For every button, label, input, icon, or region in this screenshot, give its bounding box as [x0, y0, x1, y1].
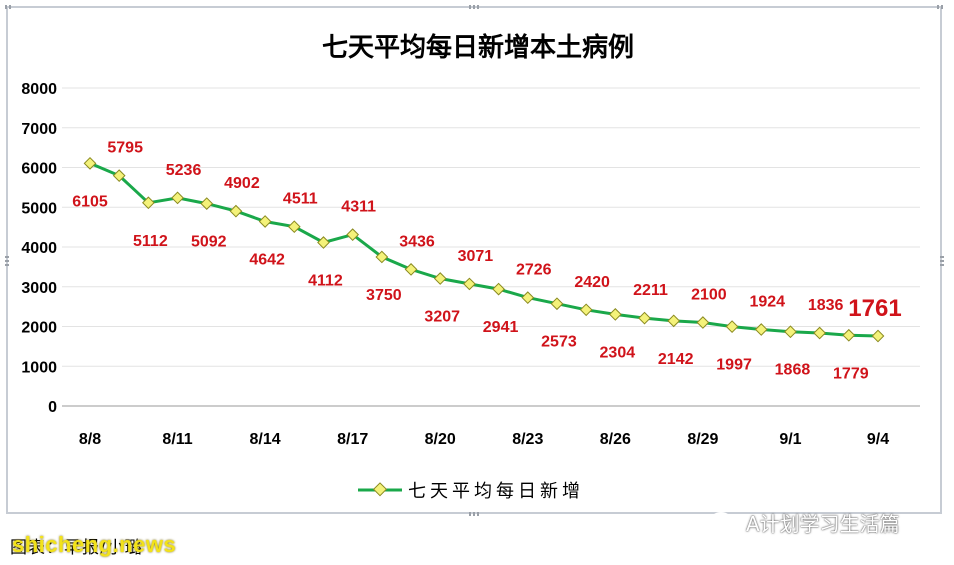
data-point — [813, 326, 826, 340]
data-label: 1836 — [808, 297, 844, 314]
data-point — [317, 236, 330, 249]
y-tick-label: 8000 — [21, 81, 57, 98]
data-label: 2211 — [633, 282, 668, 299]
y-tick-label: 6000 — [21, 161, 57, 178]
data-point — [550, 297, 564, 311]
data-label: 4511 — [283, 191, 318, 208]
data-point — [112, 169, 126, 183]
data-point — [346, 228, 360, 242]
data-point — [142, 196, 155, 210]
data-point — [725, 320, 739, 333]
data-point — [200, 197, 214, 210]
data-point — [521, 291, 535, 305]
resize-handle-top[interactable] — [469, 5, 479, 9]
y-tick-label: 1000 — [21, 359, 57, 376]
data-label: 5236 — [166, 162, 202, 179]
data-label: 5795 — [107, 140, 143, 157]
data-label: 4311 — [341, 199, 376, 216]
legend-marker-swatch — [372, 482, 388, 497]
data-point — [667, 314, 681, 328]
resize-handle-right[interactable] — [940, 256, 944, 266]
legend-label: 七天平均每日新增 — [408, 481, 584, 502]
line-chart: 七天平均每日新增本土病例 0 1000 2000 3000 4000 5000 6000 70… — [21, 32, 920, 502]
data-label: 3207 — [424, 309, 460, 326]
data-point — [463, 277, 476, 291]
wechat-icon — [710, 511, 738, 533]
data-label: 2726 — [516, 262, 552, 279]
x-tick-label: 8/26 — [600, 431, 631, 448]
x-tick-label: 8/23 — [512, 431, 543, 448]
data-point — [784, 325, 797, 339]
data-label: 4642 — [249, 251, 285, 268]
x-tick-label: 9/1 — [779, 431, 801, 448]
data-point — [608, 308, 622, 321]
x-tick-label: 8/11 — [162, 431, 192, 448]
data-label: 1924 — [749, 294, 785, 311]
data-labels: 6105 5795 5112 5236 5092 4902 4642 4511 4112 4311… — [72, 140, 901, 383]
data-point — [83, 156, 97, 170]
y-tick-label: 2000 — [21, 320, 57, 337]
data-label: 2100 — [691, 287, 727, 304]
data-label: 6105 — [72, 193, 108, 210]
data-label: 2420 — [574, 274, 610, 291]
data-label: 3071 — [458, 248, 494, 265]
legend: 七天平均每日新增 — [358, 481, 584, 502]
wechat-watermark: A计划学习生活篇 — [710, 508, 900, 537]
data-label: 2941 — [483, 319, 519, 336]
x-tick-label: 8/8 — [79, 431, 101, 448]
resize-handle-bottom[interactable] — [469, 512, 479, 516]
data-label: 4112 — [308, 273, 343, 290]
site-watermark: shicheng.news — [12, 532, 177, 557]
y-tick-label: 5000 — [21, 200, 57, 217]
data-point — [871, 329, 885, 343]
data-label: 4902 — [224, 175, 260, 192]
data-point — [171, 191, 184, 205]
x-axis: 8/8 8/11 8/14 8/17 8/20 8/23 8/26 8/29 9/1 9/4 — [79, 431, 889, 448]
y-axis: 0 1000 2000 3000 4000 5000 6000 7000 8000 — [21, 81, 57, 416]
chart-caption: 图表：早报/小璐 — [10, 538, 143, 558]
x-tick-label: 9/4 — [867, 431, 889, 448]
chart-frame — [6, 6, 942, 514]
data-label: 5092 — [191, 234, 227, 251]
resize-handle-top-right[interactable] — [937, 5, 943, 9]
data-point — [229, 204, 243, 218]
data-point — [492, 282, 505, 296]
data-label: 2573 — [541, 334, 577, 351]
data-label: 1779 — [833, 365, 869, 382]
data-point — [638, 311, 651, 325]
resize-handle-top-left[interactable] — [5, 5, 11, 9]
x-tick-label: 8/17 — [337, 431, 368, 448]
series-line — [89, 161, 879, 338]
wechat-watermark-text: A计划学习生活篇 — [746, 512, 900, 536]
data-point — [287, 220, 301, 234]
chart-title: 七天平均每日新增本土病例 — [322, 32, 634, 63]
series-markers — [83, 156, 885, 343]
data-point — [258, 215, 272, 228]
data-point — [579, 303, 593, 317]
data-label: 3750 — [366, 287, 402, 304]
data-point — [375, 250, 389, 264]
data-point — [433, 272, 447, 285]
data-point — [754, 323, 768, 336]
data-label: 1868 — [775, 362, 811, 379]
x-tick-label: 8/29 — [687, 431, 718, 448]
data-label: 3436 — [399, 233, 435, 250]
x-tick-label: 8/20 — [425, 431, 456, 448]
data-label: 2304 — [600, 344, 636, 361]
data-point — [696, 316, 710, 329]
y-tick-label: 7000 — [21, 121, 57, 138]
data-label: 1997 — [716, 357, 752, 374]
data-point — [842, 328, 856, 342]
y-tick-label: 0 — [48, 399, 57, 416]
x-tick-label: 8/14 — [250, 431, 281, 448]
data-label-highlight: 1761 — [848, 295, 901, 322]
y-tick-label: 3000 — [21, 280, 57, 297]
data-point — [404, 263, 418, 276]
y-tick-label: 4000 — [21, 240, 57, 257]
resize-handle-left[interactable] — [5, 256, 9, 266]
data-label: 5112 — [133, 233, 168, 250]
data-label: 2142 — [658, 351, 694, 368]
